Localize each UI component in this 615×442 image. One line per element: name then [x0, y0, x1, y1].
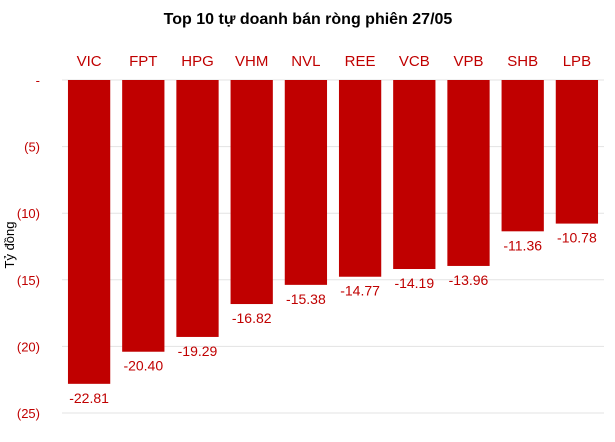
data-label: -19.29	[178, 343, 218, 359]
chart-title: Top 10 tự doanh bán ròng phiên 27/05	[164, 11, 453, 28]
bar	[393, 80, 436, 270]
category-label: VIC	[77, 53, 102, 70]
category-label: FPT	[129, 53, 157, 70]
data-label: -10.78	[557, 230, 597, 246]
category-label: SHB	[507, 53, 538, 70]
data-label: -16.82	[232, 310, 272, 326]
data-labels: -22.81 -20.40 -19.29 -16.82 -15.38 -14.77 -14.…	[69, 230, 597, 406]
bar	[447, 80, 490, 266]
data-label: -22.81	[69, 390, 109, 406]
y-tick-label: -	[36, 73, 40, 88]
bar	[284, 80, 328, 285]
data-label: -15.38	[286, 291, 326, 307]
data-label: -14.77	[340, 283, 380, 299]
y-tick-label: (5)	[24, 140, 40, 155]
y-tick-label: (10)	[17, 206, 40, 221]
bar	[230, 80, 273, 305]
bar	[338, 80, 382, 277]
y-tick-label: (15)	[17, 273, 40, 288]
category-label: VCB	[399, 53, 430, 70]
category-label: VHM	[235, 53, 268, 70]
y-axis-label: Tỷ đồng	[2, 222, 17, 269]
bar	[501, 80, 544, 232]
bar	[122, 80, 165, 352]
bars	[67, 80, 599, 384]
bar	[555, 80, 599, 224]
data-label: -20.40	[123, 358, 163, 374]
category-label: LPB	[563, 53, 591, 70]
category-label: REE	[345, 53, 376, 70]
category-label: VPB	[453, 53, 483, 70]
category-label: NVL	[291, 53, 320, 70]
y-axis-ticks: - (5) (10) (15) (20) (25)	[17, 73, 40, 421]
data-label: -13.96	[449, 272, 489, 288]
category-labels: VIC FPT HPG VHM NVL REE VCB VPB SHB LPB	[77, 53, 591, 70]
data-label: -11.36	[503, 237, 542, 253]
bar	[176, 80, 219, 337]
y-tick-label: (20)	[17, 339, 40, 354]
bar	[67, 80, 111, 384]
category-label: HPG	[181, 53, 214, 70]
data-label: -14.19	[394, 275, 434, 291]
y-tick-label: (25)	[17, 406, 40, 421]
